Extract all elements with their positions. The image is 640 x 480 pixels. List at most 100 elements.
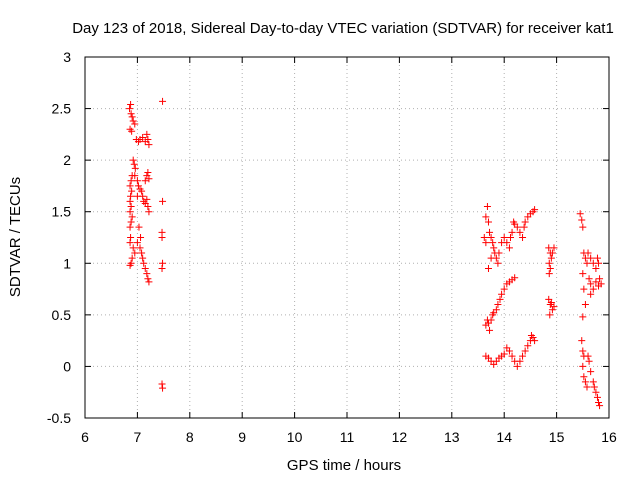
data-point [128,127,136,135]
data-point [486,228,494,236]
data-point [487,234,495,241]
data-point [139,254,147,262]
data-point [495,249,503,257]
data-point [126,197,134,205]
tick-layer: 6 7 8 9 10 11 12 13 14 15 16 -0.5 0 0.5 1 1.5 2 2.5 3 [47,49,617,445]
data-point [484,218,492,226]
data-point [547,298,555,306]
x-tick-label: 15 [549,429,565,445]
data-point [531,337,539,345]
x-tick-label: 16 [601,429,617,445]
data-point [587,280,595,288]
data-point [546,311,554,319]
data-point [581,378,589,386]
data-point [579,362,587,370]
data-point [490,244,498,252]
data-point [144,275,152,283]
data-point [134,182,142,190]
x-tick-label: 11 [340,429,355,445]
data-point [129,244,137,252]
data-point [519,234,527,241]
data-point [546,264,554,272]
data-point [584,352,592,360]
data-point [585,357,593,365]
data-point [127,177,135,185]
data-point [127,100,135,108]
data-point [126,239,134,247]
data-point [584,249,592,257]
y-tick-label: -0.5 [47,410,71,426]
data-point [126,182,134,190]
data-point [579,347,587,355]
data-point [583,383,591,391]
data-point [589,378,597,386]
data-point [128,113,136,121]
data-point [131,164,139,172]
data-point [127,234,135,241]
data-point [587,368,595,376]
data-point [578,216,586,224]
data-point [580,373,588,381]
data-point [587,254,595,262]
data-point [487,254,495,262]
x-tick-label: 9 [238,429,246,445]
data-point [520,223,528,231]
data-point [143,195,151,203]
data-point [128,187,136,195]
data-point [585,275,593,283]
y-tick-label: 2 [63,152,71,168]
data-point [128,213,136,221]
data-point [587,290,595,298]
data-point [595,399,603,407]
x-tick-label: 6 [81,429,89,445]
data-point [131,172,139,180]
data-point [597,280,605,288]
data-point [483,203,491,211]
data-point [593,254,601,262]
data-point [159,259,167,267]
data-point [524,342,532,350]
data-point [135,223,143,231]
data-point [127,203,135,211]
data-point [550,303,558,311]
data-point [589,285,597,293]
data-point [590,383,598,391]
data-point [158,234,166,241]
x-tick-label: 14 [496,429,512,445]
y-axis-title: SDTVAR / TECUs [7,177,24,297]
y-tick-label: 2.5 [52,101,72,117]
data-point [144,169,152,177]
data-point [144,136,152,144]
data-point [494,301,502,309]
data-point [519,352,527,360]
data-point [158,264,166,272]
data-point [529,334,537,342]
data-point [545,270,553,278]
data-point [127,192,135,200]
data-point [506,234,514,241]
data-point [143,130,151,138]
data-point [487,316,495,324]
y-tick-label: 0 [63,358,71,374]
x-tick-label: 13 [444,429,460,445]
x-tick-label: 8 [186,429,194,445]
data-point [130,160,138,168]
data-point [484,264,492,272]
y-tick-label: 0.5 [52,307,72,323]
plot-frame [84,56,610,419]
data-point [141,177,149,185]
grid-layer [85,57,609,418]
data-point [159,97,167,105]
data-point [596,275,604,283]
data-point [545,259,553,267]
data-point [127,110,135,118]
data-point [126,105,134,113]
data-point [145,175,153,183]
chart-title: Day 123 of 2018, Sidereal Day-to-day VTE… [72,20,614,37]
data-point [576,210,584,218]
data-point [503,239,511,247]
data-point [579,270,587,278]
data-point [129,117,137,125]
y-tick-label: 1 [63,255,71,271]
